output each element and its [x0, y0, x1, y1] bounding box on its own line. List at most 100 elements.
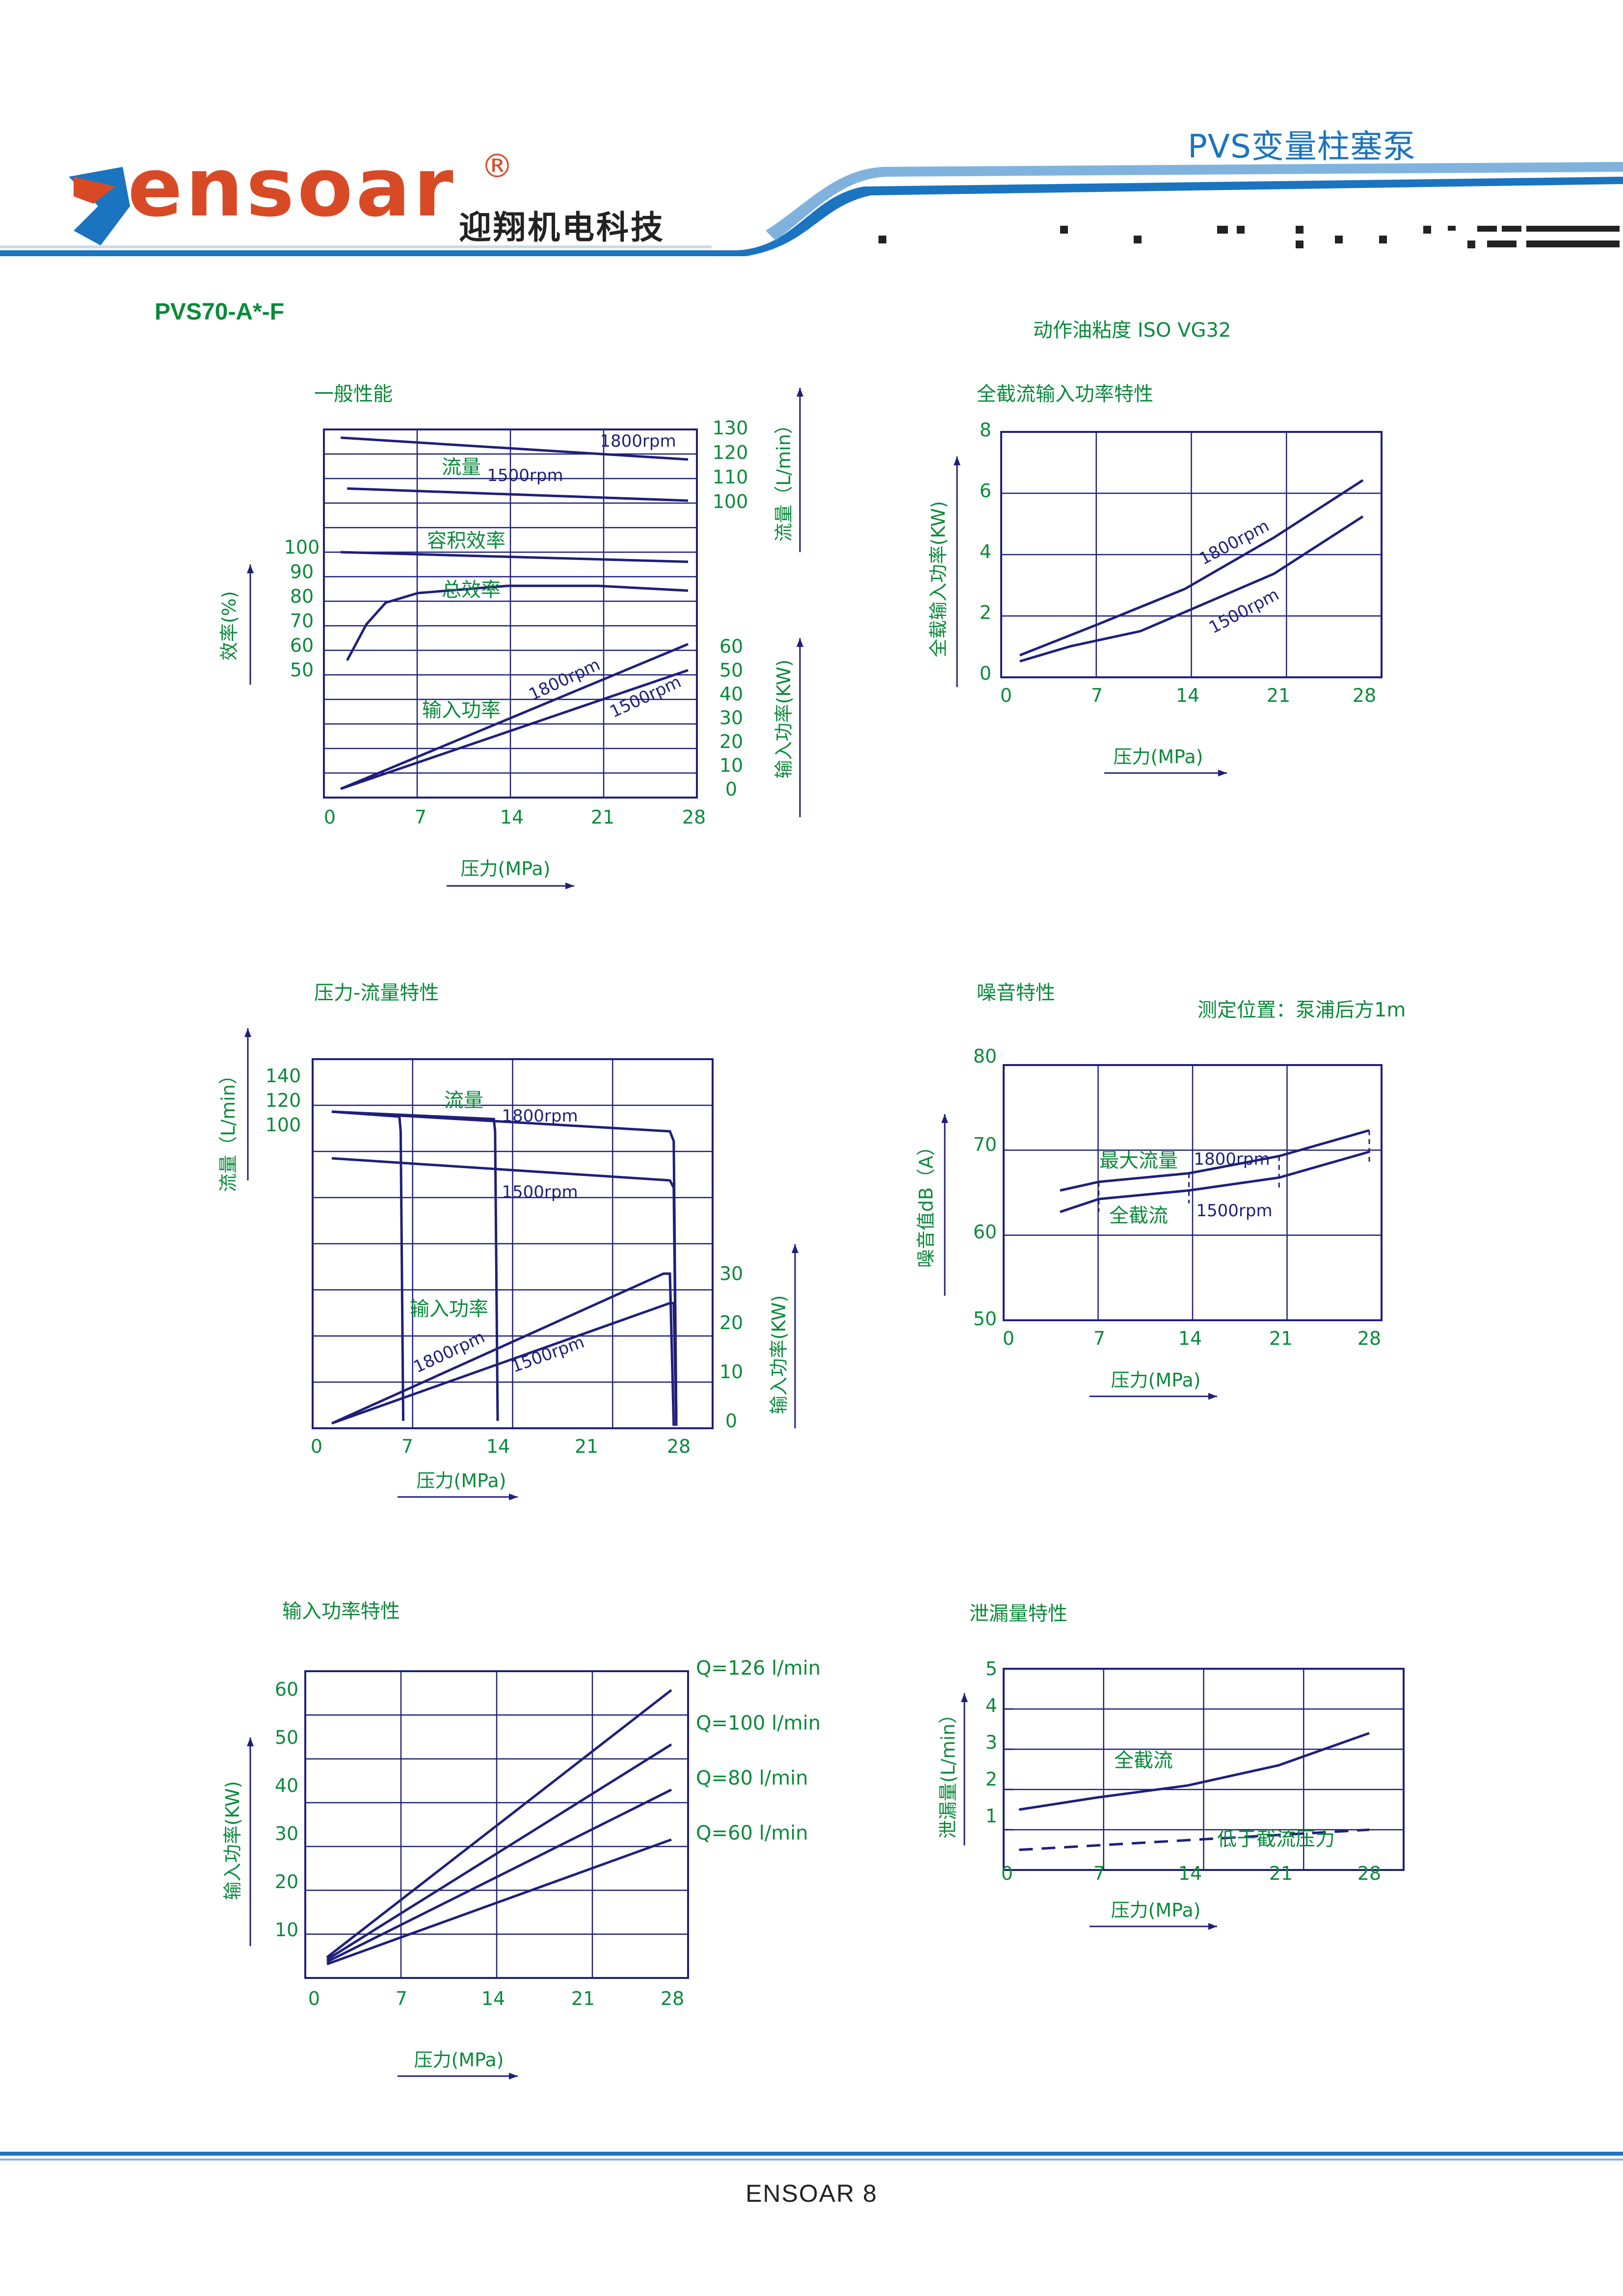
noise-xtick: 21 — [1269, 1328, 1293, 1349]
noise-annot: 1500rpm — [1196, 1201, 1272, 1221]
general-series-line — [347, 487, 689, 502]
inpower-ytick: 20 — [275, 1871, 298, 1893]
general-left-tick: 50 — [290, 659, 314, 681]
inpower-ytick: 40 — [275, 1775, 298, 1796]
leak-ytick: 2 — [985, 1768, 997, 1790]
pflow-right-arrow-head — [792, 1244, 798, 1253]
noise-xtick: 14 — [1178, 1328, 1202, 1349]
inpower-y-arrow-head — [247, 1737, 254, 1746]
general-xtick: 7 — [415, 806, 426, 828]
general-series-line — [341, 551, 689, 563]
inpower-legend: Q=80 l/min — [696, 1767, 808, 1789]
brand-wordmark: ensoar — [128, 140, 456, 235]
noise-xtick: 0 — [1003, 1328, 1014, 1349]
general-xtick: 14 — [500, 806, 524, 828]
inpower-ytick: 60 — [275, 1679, 298, 1700]
cutoff-y-arrow-head — [954, 456, 960, 465]
pflow-xtick: 28 — [667, 1436, 691, 1457]
general-left-arrow-head — [247, 564, 254, 573]
inpower-series-line — [326, 1743, 672, 1961]
leak-series-line — [1019, 1732, 1370, 1811]
chart-title-input-power: 输入功率特性 — [282, 1600, 400, 1623]
inpower-series-line — [326, 1789, 672, 1963]
general-series-line — [340, 669, 689, 790]
inpower-x-arrow-head — [509, 2073, 518, 2080]
general-power-tick: 50 — [719, 660, 743, 681]
cutoff-ytick: 2 — [980, 602, 991, 623]
noise-annot: 全截流 — [1109, 1204, 1168, 1227]
noise-ytick: 50 — [973, 1308, 997, 1330]
inpower-legend: Q=100 l/min — [696, 1712, 821, 1735]
pflow-right-tick: 20 — [719, 1312, 743, 1334]
oil-viscosity-note: 动作油粘度 ISO VG32 — [1033, 319, 1231, 342]
footer-rule — [0, 2152, 1623, 2161]
leak-xtick: 7 — [1093, 1863, 1105, 1884]
general-left-tick: 100 — [284, 536, 320, 558]
noise-annot: 最大流量 — [1099, 1149, 1178, 1172]
pflow-series-line — [331, 1272, 675, 1426]
general-annot: 输入功率 — [422, 699, 501, 721]
inpower-ytick: 10 — [275, 1919, 298, 1941]
cutoff-xtick: 14 — [1176, 685, 1199, 706]
noise-series-line — [1060, 1150, 1370, 1213]
cutoff-annot: 1500rpm — [1206, 585, 1282, 638]
cutoff-xtick: 21 — [1267, 685, 1290, 706]
general-power-tick: 20 — [719, 731, 743, 752]
general-flow-tick: 110 — [713, 466, 748, 488]
pflow-annot: 输入功率 — [410, 1298, 488, 1320]
pflow-right-tick: 30 — [719, 1263, 743, 1284]
leak-xtick: 21 — [1269, 1863, 1293, 1884]
inpower-ytick: 50 — [275, 1727, 298, 1748]
chart-subtitle-noise: 测定位置：泵浦后方1m — [1197, 999, 1406, 1021]
leak-ytick: 4 — [985, 1695, 997, 1716]
general-left-tick: 70 — [290, 610, 314, 632]
noise-ytick: 60 — [973, 1221, 997, 1243]
general-series-line — [340, 643, 689, 790]
leak-ytick: 5 — [985, 1658, 997, 1680]
pflow-left-tick: 100 — [266, 1114, 301, 1136]
noise-annot: 1800rpm — [1194, 1149, 1270, 1169]
noise-ytick: 70 — [973, 1134, 997, 1155]
company-name-cn: 迎翔机电科技 — [459, 209, 665, 246]
leak-x-arrow-head — [1208, 1923, 1217, 1930]
leak-xtick: 0 — [1001, 1863, 1013, 1884]
pflow-xtick: 21 — [575, 1436, 598, 1457]
cutoff-xlabel: 压力(MPa) — [1114, 746, 1203, 768]
general-annot: 1500rpm — [607, 672, 685, 722]
chart-title-cutoff-power: 全截流输入功率特性 — [977, 383, 1153, 405]
noise-y-arrow-head — [941, 1114, 948, 1123]
leak-xtick: 14 — [1178, 1863, 1202, 1884]
leak-annot: 全截流 — [1114, 1749, 1173, 1772]
chart-title-general: 一般性能 — [314, 383, 393, 405]
general-xtick: 21 — [591, 806, 614, 828]
leak-series-line — [1019, 1828, 1370, 1851]
leak-xlabel: 压力(MPa) — [1111, 1899, 1201, 1921]
general-series-line — [341, 436, 689, 461]
general-power-tick: 60 — [719, 636, 743, 657]
leak-ytick: 3 — [985, 1732, 997, 1753]
chart-title-noise: 噪音特性 — [977, 982, 1055, 1004]
general-annot: 总效率 — [442, 579, 501, 601]
leak-annot: 低于截流压力 — [1217, 1828, 1335, 1850]
general-annot: 容积效率 — [427, 530, 506, 552]
pflow-annot: 流量 — [444, 1089, 483, 1112]
inpower-xtick: 14 — [481, 1988, 505, 2009]
general-power-tick: 40 — [719, 683, 743, 705]
inpower-ytick: 30 — [275, 1823, 298, 1844]
pflow-left-tick: 120 — [266, 1090, 301, 1111]
pflow-series-line — [331, 1110, 678, 1421]
cutoff-xtick: 28 — [1353, 685, 1376, 706]
inpower-series-line — [326, 1838, 672, 1966]
noise-x-arrow-head — [1208, 1393, 1217, 1400]
general-annot: 流量 — [442, 456, 481, 479]
pflow-left-axis-label: 流量（L/min） — [217, 1066, 239, 1192]
cutoff-ytick: 0 — [980, 663, 991, 684]
pflow-xtick: 14 — [486, 1436, 510, 1457]
general-annot: 1800rpm — [526, 655, 604, 705]
general-annot: 1500rpm — [487, 466, 563, 485]
cutoff-ylabel: 全载输入功率(KW) — [928, 501, 949, 658]
general-power-arrow-head — [797, 638, 803, 647]
noise-ylabel: 噪音值dB（A） — [915, 1137, 937, 1268]
general-left-axis-label: 效率(%) — [218, 591, 240, 661]
pflow-left-tick: 140 — [266, 1065, 301, 1087]
